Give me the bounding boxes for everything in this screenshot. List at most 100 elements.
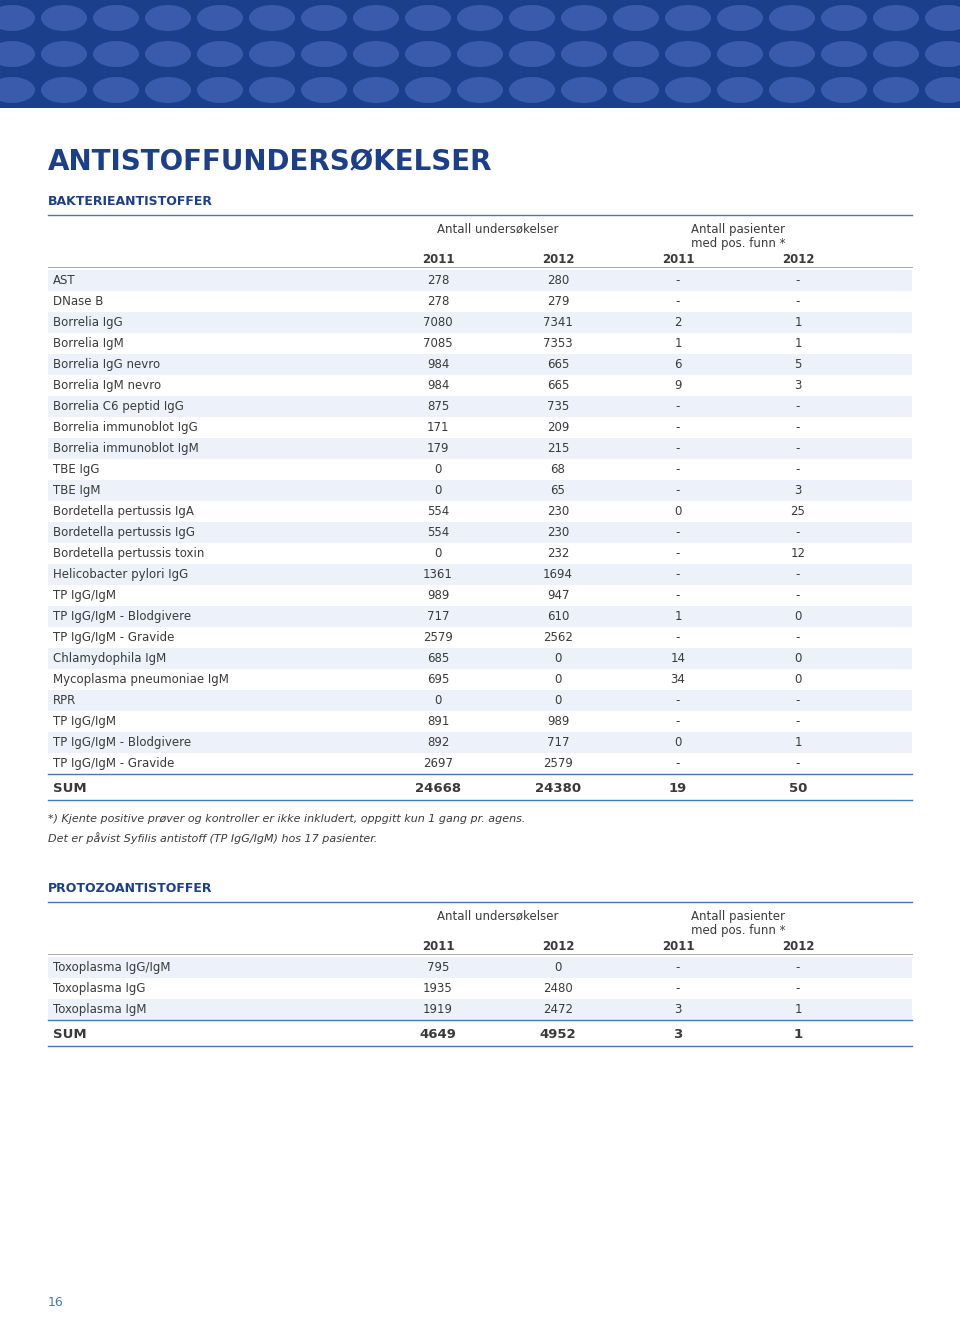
Bar (48, 732, 912, 753)
Ellipse shape (665, 77, 711, 103)
Text: PROTOZOANTISTOFFER: PROTOZOANTISTOFFER (48, 882, 212, 895)
Text: -: - (676, 420, 681, 434)
Text: 278: 278 (427, 294, 449, 308)
Bar (48, 416, 912, 438)
Text: -: - (796, 420, 801, 434)
Text: 892: 892 (427, 736, 449, 749)
Bar (48, 606, 912, 627)
Text: -: - (676, 463, 681, 476)
Bar (48, 480, 912, 501)
Text: Borrelia immunoblot IgG: Borrelia immunoblot IgG (53, 420, 198, 434)
Text: SUM: SUM (53, 1028, 86, 1041)
Text: 1: 1 (793, 1028, 803, 1041)
Bar (48, 396, 912, 416)
Text: 695: 695 (427, 674, 449, 686)
Text: Bordetella pertussis toxin: Bordetella pertussis toxin (53, 548, 204, 560)
Text: 989: 989 (427, 589, 449, 602)
Text: 717: 717 (427, 610, 449, 623)
Text: 2012: 2012 (781, 253, 814, 267)
Text: -: - (676, 589, 681, 602)
Text: Borrelia IgM nevro: Borrelia IgM nevro (53, 379, 161, 392)
Ellipse shape (0, 41, 35, 68)
Text: -: - (676, 484, 681, 497)
Text: Mycoplasma pneumoniae IgM: Mycoplasma pneumoniae IgM (53, 674, 228, 686)
Text: 2011: 2011 (661, 253, 694, 267)
Text: 0: 0 (674, 736, 682, 749)
Text: -: - (676, 274, 681, 286)
Text: 554: 554 (427, 505, 449, 518)
Ellipse shape (925, 5, 960, 30)
Text: 6: 6 (674, 358, 682, 371)
Text: 0: 0 (794, 652, 802, 666)
Ellipse shape (509, 77, 555, 103)
Text: -: - (676, 548, 681, 560)
Text: Borrelia C6 peptid IgG: Borrelia C6 peptid IgG (53, 400, 184, 412)
Ellipse shape (613, 77, 659, 103)
Ellipse shape (925, 41, 960, 68)
Ellipse shape (873, 5, 919, 30)
Text: 685: 685 (427, 652, 449, 666)
Text: Bordetella pertussis IgA: Bordetella pertussis IgA (53, 505, 194, 518)
Text: -: - (676, 983, 681, 994)
Text: Antall pasienter: Antall pasienter (691, 910, 785, 923)
Bar (48, 290, 912, 312)
Ellipse shape (249, 5, 295, 30)
Bar (48, 564, 912, 585)
Text: 610: 610 (547, 610, 569, 623)
Text: 278: 278 (427, 274, 449, 286)
Ellipse shape (197, 77, 243, 103)
Text: Borrelia IgG nevro: Borrelia IgG nevro (53, 358, 160, 371)
Text: 3: 3 (674, 1002, 682, 1016)
Text: 19: 19 (669, 782, 687, 796)
Text: TP IgG/IgM - Blodgivere: TP IgG/IgM - Blodgivere (53, 610, 191, 623)
Text: 3: 3 (794, 484, 802, 497)
Text: Antall undersøkelser: Antall undersøkelser (437, 910, 559, 923)
Text: -: - (796, 463, 801, 476)
Text: 2011: 2011 (661, 940, 694, 953)
Text: 2579: 2579 (423, 631, 453, 644)
Ellipse shape (821, 5, 867, 30)
Ellipse shape (197, 5, 243, 30)
Ellipse shape (405, 41, 451, 68)
Text: 65: 65 (551, 484, 565, 497)
Bar (48, 585, 912, 606)
Text: -: - (796, 294, 801, 308)
Text: -: - (676, 294, 681, 308)
Ellipse shape (249, 41, 295, 68)
Text: TP IgG/IgM - Gravide: TP IgG/IgM - Gravide (53, 631, 175, 644)
Text: Det er påvist Syfilis antistoff (TP IgG/IgM) hos 17 pasienter.: Det er påvist Syfilis antistoff (TP IgG/… (48, 831, 377, 843)
Text: -: - (796, 757, 801, 770)
Text: 179: 179 (427, 442, 449, 455)
Ellipse shape (769, 41, 815, 68)
Bar (48, 648, 912, 670)
Text: -: - (796, 715, 801, 728)
Ellipse shape (561, 41, 607, 68)
Text: 1694: 1694 (543, 568, 573, 581)
Text: 1: 1 (794, 316, 802, 329)
Text: 875: 875 (427, 400, 449, 412)
Ellipse shape (145, 41, 191, 68)
Text: 984: 984 (427, 358, 449, 371)
Ellipse shape (509, 41, 555, 68)
Text: 2480: 2480 (543, 983, 573, 994)
Text: -: - (676, 693, 681, 707)
Ellipse shape (0, 77, 35, 103)
Text: 0: 0 (434, 693, 442, 707)
Text: Chlamydophila IgM: Chlamydophila IgM (53, 652, 166, 666)
Text: 1935: 1935 (423, 983, 453, 994)
Text: 7080: 7080 (423, 316, 453, 329)
Ellipse shape (665, 5, 711, 30)
Text: -: - (796, 983, 801, 994)
Text: 947: 947 (547, 589, 569, 602)
Text: 2562: 2562 (543, 631, 573, 644)
Text: 209: 209 (547, 420, 569, 434)
Text: DNase B: DNase B (53, 294, 104, 308)
Text: -: - (796, 693, 801, 707)
Text: 984: 984 (427, 379, 449, 392)
Text: 1361: 1361 (423, 568, 453, 581)
Text: 717: 717 (547, 736, 569, 749)
Ellipse shape (301, 77, 347, 103)
Ellipse shape (353, 77, 399, 103)
Bar (48, 271, 912, 290)
Ellipse shape (41, 41, 87, 68)
